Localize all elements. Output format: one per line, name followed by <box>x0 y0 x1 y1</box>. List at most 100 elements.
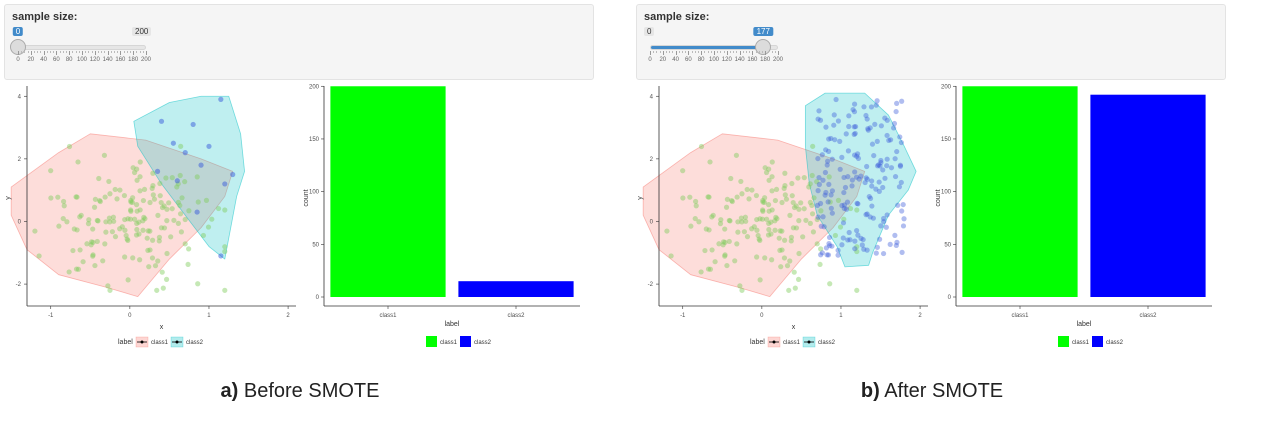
point-class1 <box>169 206 175 212</box>
point-class2 <box>897 163 904 169</box>
y-tick-label: 0 <box>948 295 952 301</box>
point-class1 <box>161 203 167 209</box>
y-tick-label: 0 <box>18 219 22 225</box>
point-class2 <box>822 192 828 198</box>
point-class1 <box>222 248 228 255</box>
point-class1 <box>101 152 108 158</box>
scatter-plot: -1 0 1 2 -2 0 2 4 x y label class1 class2 <box>637 86 928 348</box>
slider-tick <box>59 51 61 53</box>
slider-tick <box>123 51 125 53</box>
point-class2 <box>819 152 825 158</box>
caption-prefix: b) <box>860 380 880 402</box>
point-class1 <box>811 195 817 201</box>
point-class1 <box>782 170 788 176</box>
point-class1 <box>64 219 70 225</box>
point-class1 <box>832 232 839 239</box>
point-class1 <box>705 194 711 200</box>
point-class1 <box>88 242 94 248</box>
slider-tick <box>701 51 703 55</box>
point-class1 <box>766 177 772 183</box>
point-class1 <box>768 231 774 237</box>
point-class2 <box>856 176 862 182</box>
slider-track[interactable] <box>650 45 778 50</box>
point-class1 <box>787 212 793 218</box>
slider-tick <box>104 51 106 53</box>
point-class1 <box>718 217 724 223</box>
point-class2 <box>880 184 886 191</box>
point-class1 <box>163 175 169 181</box>
point-class1 <box>177 202 183 209</box>
point-class1 <box>793 225 800 231</box>
slider-tick-label: 40 <box>40 57 47 63</box>
point-class2 <box>882 115 888 121</box>
point-class1 <box>134 208 140 214</box>
point-class1 <box>762 165 768 171</box>
legend-key <box>426 336 437 347</box>
point-class2 <box>824 162 830 168</box>
point-class2 <box>861 104 867 110</box>
point-class2 <box>873 186 879 192</box>
slider-track[interactable] <box>18 45 146 50</box>
caption-text: Before SMOTE <box>238 380 380 402</box>
point-class1 <box>769 174 775 180</box>
hull-class1 <box>642 133 866 298</box>
point-class1 <box>703 226 709 232</box>
point-class1 <box>755 232 761 239</box>
slider-tick <box>46 51 48 53</box>
point-class1 <box>125 216 131 222</box>
point-class2 <box>855 201 861 207</box>
point-class2 <box>854 151 861 157</box>
point-class1 <box>759 216 766 222</box>
point-class1 <box>123 232 129 239</box>
slider-control: sample size: 0 200 0 20 40 60 80 100 120 140 160 180… <box>4 4 594 80</box>
point-class1 <box>105 283 111 289</box>
slider-tick <box>662 51 664 55</box>
point-class2 <box>858 173 864 179</box>
point-class1 <box>205 224 212 230</box>
point-class1 <box>664 228 670 234</box>
point-class2 <box>878 223 884 229</box>
point-class1 <box>121 192 128 199</box>
point-class2 <box>815 116 821 122</box>
legend-label: class1 <box>151 340 169 346</box>
point-class1 <box>178 229 185 235</box>
point-class2 <box>158 118 165 124</box>
slider-tick <box>685 51 687 53</box>
point-class1 <box>132 216 138 222</box>
y-tick-label: 2 <box>18 157 22 163</box>
point-class1 <box>757 216 763 222</box>
point-class2 <box>867 125 873 131</box>
point-class1 <box>696 219 702 225</box>
point-class2 <box>840 235 846 241</box>
point-class2 <box>855 155 862 162</box>
point-class1 <box>178 143 184 149</box>
point-class1 <box>127 207 134 213</box>
point-class1 <box>680 168 686 174</box>
point-class2 <box>881 215 887 222</box>
slider-tick <box>749 51 751 53</box>
point-class2 <box>852 246 858 252</box>
point-class1 <box>769 159 775 165</box>
point-class1 <box>222 207 228 213</box>
slider-tick <box>56 51 58 55</box>
point-class2 <box>894 100 900 106</box>
point-class2 <box>835 252 841 258</box>
point-class2 <box>841 174 847 181</box>
point-class2 <box>825 252 832 258</box>
legend-key-dot <box>807 340 811 344</box>
point-class2 <box>876 179 882 185</box>
slider-tick <box>774 51 776 53</box>
bar-class2 <box>458 281 574 297</box>
point-class1 <box>854 248 860 255</box>
point-class1 <box>807 181 813 187</box>
point-class2 <box>833 96 839 103</box>
point-class1 <box>723 204 730 210</box>
point-class1 <box>726 238 732 245</box>
point-class1 <box>182 216 188 223</box>
slider-tick <box>133 51 135 55</box>
point-class1 <box>792 285 798 291</box>
point-class1 <box>724 262 730 269</box>
point-class1 <box>782 183 788 189</box>
point-class2 <box>869 141 876 147</box>
slider-tick <box>688 51 690 55</box>
